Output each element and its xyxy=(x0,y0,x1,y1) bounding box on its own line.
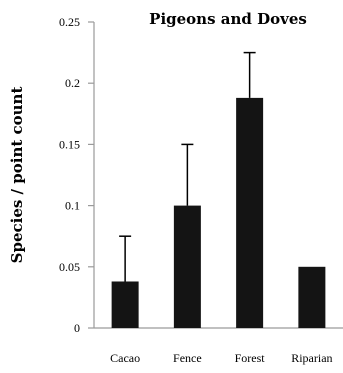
bars xyxy=(111,97,326,328)
x-tick-label: Fence xyxy=(173,351,202,365)
x-tick-label: Forest xyxy=(235,351,266,365)
category-labels: Cacao Fence Forest Riparian xyxy=(110,351,332,365)
x-tick-label: Cacao xyxy=(110,351,140,365)
chart-title: Pigeons and Doves xyxy=(149,10,307,28)
y-tick-label: 0 xyxy=(74,321,80,335)
y-tick-label: 0.2 xyxy=(65,76,80,90)
x-tick-label: Riparian xyxy=(291,351,332,365)
y-tick-label: 0.25 xyxy=(59,15,80,29)
y-axis-label: Species / point count xyxy=(8,87,26,264)
bar-riparian xyxy=(298,266,326,328)
bar-forest xyxy=(236,97,264,328)
bar-cacao xyxy=(111,281,139,328)
y-tick-label: 0.05 xyxy=(59,260,80,274)
y-tick-label: 0.1 xyxy=(65,199,80,213)
error-bars xyxy=(119,51,256,282)
bar-fence xyxy=(173,205,201,328)
y-tick-label: 0.15 xyxy=(59,137,80,151)
y-ticks: 0 0.05 0.1 0.15 0.2 0.25 xyxy=(59,15,94,335)
